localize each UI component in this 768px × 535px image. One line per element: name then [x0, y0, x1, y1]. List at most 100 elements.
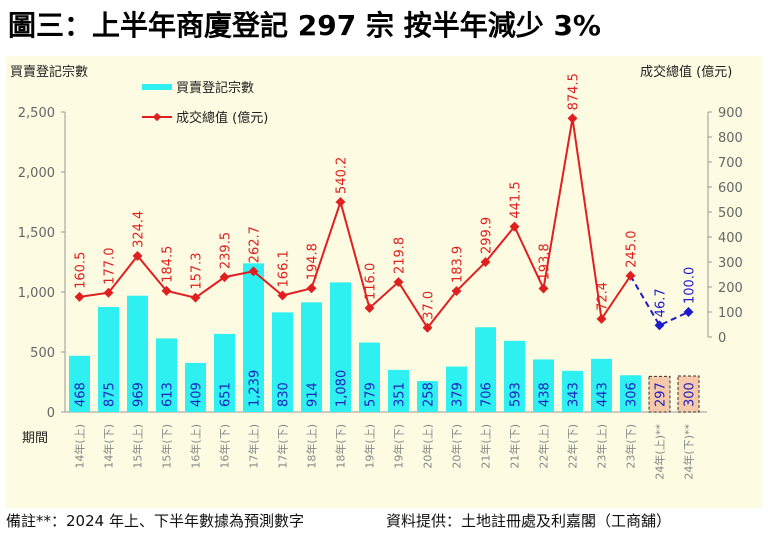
category-label: 21年(上) [479, 424, 493, 469]
bar [272, 312, 293, 412]
line-series [79, 118, 632, 330]
right-tick-label: 600 [718, 181, 743, 196]
bar-value-label: 579 [364, 382, 379, 407]
line-value-label: 299.9 [480, 217, 495, 254]
left-axis-title: 買賣登記宗數 [10, 64, 88, 80]
bar-value-label: 1,080 [335, 370, 350, 407]
category-label: 21年(下) [508, 424, 522, 469]
bar [388, 369, 409, 412]
line-marker [219, 272, 230, 283]
bar [330, 282, 351, 412]
line-marker [654, 320, 665, 331]
left-tick-label: 2,000 [18, 166, 55, 181]
category-label: 16年(下) [218, 424, 232, 469]
left-tick-label: 0 [47, 406, 55, 421]
line-value-label: 160.5 [74, 252, 89, 289]
bar [533, 359, 554, 412]
plot-background [6, 56, 762, 508]
left-tick-label: 1,000 [18, 286, 55, 301]
bar-value-label: 409 [190, 382, 205, 407]
bar-value-label: 438 [538, 382, 553, 407]
line-value-label: 194.8 [306, 243, 321, 280]
bar [562, 370, 583, 412]
bar [98, 307, 119, 412]
line-value-label: 157.3 [190, 252, 205, 289]
line-marker [683, 307, 694, 317]
bar-value-label: 613 [161, 382, 176, 407]
left-tick-label: 1,500 [18, 226, 55, 241]
category-label: 17年(上) [247, 424, 261, 469]
right-axis-title: 成交總值 (億元) [640, 64, 732, 80]
category-label: 14年(下) [102, 424, 116, 469]
category-label: 17年(下) [276, 424, 290, 469]
line-value-label: 193.8 [538, 243, 553, 280]
line-marker [306, 283, 317, 294]
chart-title: 圖三：上半年商廈登記 297 宗 按半年減少 3% [8, 9, 601, 42]
bar [591, 358, 612, 412]
category-label: 24年(下)** [682, 424, 696, 480]
line-marker [422, 322, 433, 333]
legend-bar-swatch [142, 84, 172, 90]
legend-line-label: 成交總值 (億元) [176, 110, 268, 126]
bar [648, 375, 671, 413]
bar [69, 355, 90, 412]
line-value-label: 100.0 [683, 267, 698, 304]
bar [620, 375, 641, 412]
bar [677, 375, 700, 413]
bar-value-label: 351 [393, 382, 408, 407]
bar [214, 333, 235, 412]
line-value-label: 183.9 [451, 246, 466, 283]
right-tick-label: 800 [718, 131, 743, 146]
bar-value-label: 258 [422, 382, 437, 407]
bar [243, 263, 264, 412]
category-label: 19年(下) [392, 424, 406, 469]
bar [417, 381, 438, 412]
category-label: 16年(上) [189, 424, 203, 469]
line-marker [132, 250, 143, 261]
line-marker [625, 270, 636, 281]
bar-value-label: 875 [103, 382, 118, 407]
right-tick-label: 200 [718, 281, 743, 296]
bar-value-label: 343 [567, 382, 582, 407]
line-marker [509, 221, 520, 232]
right-tick-label: 400 [718, 231, 743, 246]
bar-value-label: 379 [451, 382, 466, 407]
bar [127, 295, 148, 412]
category-label: 20年(上) [421, 424, 435, 469]
line-value-label: 219.8 [393, 237, 408, 274]
category-label: 23年(下) [624, 424, 638, 469]
left-tick-label: 2,500 [18, 106, 55, 121]
bar-value-label: 706 [480, 382, 495, 407]
line-value-label: 540.2 [335, 157, 350, 194]
line-marker [161, 285, 172, 296]
line-value-label: 177.0 [103, 248, 118, 285]
bar-value-label: 651 [219, 382, 234, 407]
right-tick-label: 500 [718, 206, 743, 221]
source-note: 資料提供：土地註冊處及利嘉閣（工商舖） [386, 512, 672, 530]
category-label: 19年(上) [363, 424, 377, 469]
bar-value-label: 914 [306, 382, 321, 407]
category-label: 14年(上) [73, 424, 87, 469]
bar [475, 327, 496, 412]
bar-value-label: 297 [654, 382, 669, 407]
right-tick-label: 100 [718, 306, 743, 321]
line-value-label: 239.5 [219, 232, 234, 269]
bar-value-label: 593 [509, 382, 524, 407]
bar [359, 342, 380, 412]
category-label: 18年(下) [334, 424, 348, 469]
bar-value-label: 1,239 [248, 370, 263, 407]
line-marker [335, 197, 346, 207]
right-tick-label: 900 [718, 106, 743, 121]
right-tick-label: 0 [718, 331, 726, 346]
bar [156, 338, 177, 412]
line-marker [248, 266, 259, 277]
bar [301, 302, 322, 412]
line-marker [538, 283, 549, 294]
bar-value-label: 830 [277, 382, 292, 407]
bar-value-label: 300 [683, 382, 698, 407]
chart: 0 500 1,000 1,500 2,000 2,500 0 100 200 300 400 500… [6, 56, 762, 508]
line-value-label: 72.4 [596, 282, 611, 311]
line-value-label: 184.5 [161, 246, 176, 283]
line-value-label: 262.7 [248, 226, 263, 263]
line-value-label: 441.5 [509, 181, 524, 218]
